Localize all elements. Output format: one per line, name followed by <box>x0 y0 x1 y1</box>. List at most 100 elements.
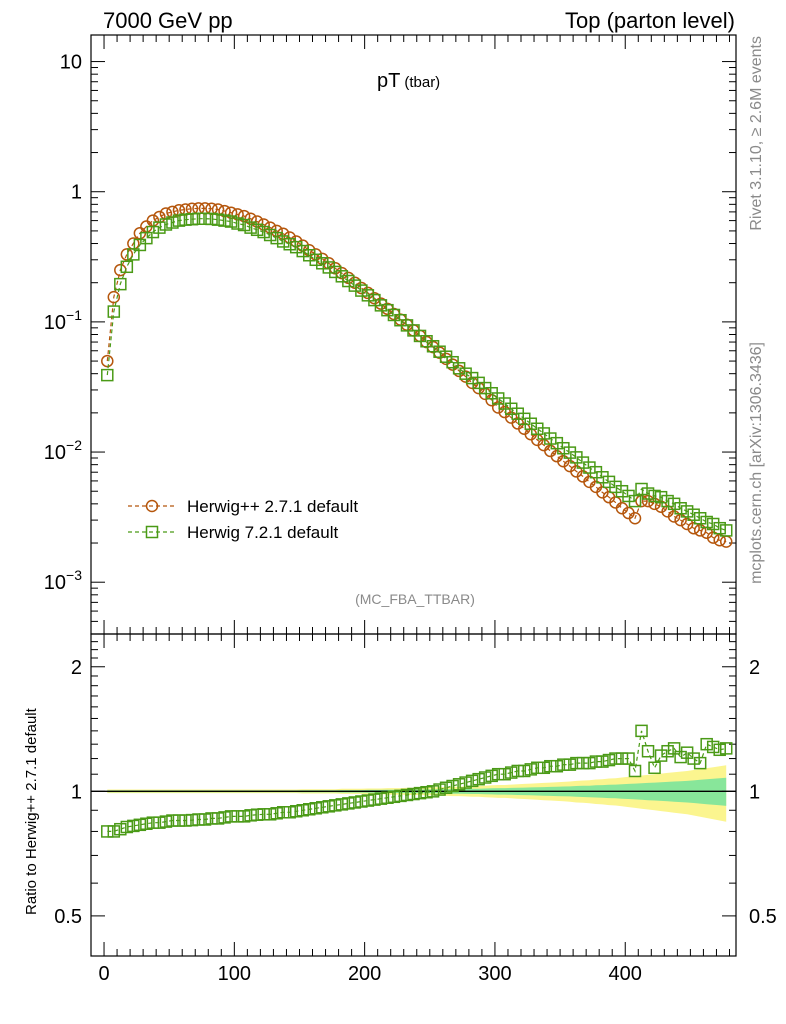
ratio-herwig7-series-point <box>120 820 134 834</box>
ratio-herwig7-series-point <box>263 808 277 821</box>
ratio-herwig7-series-point <box>491 767 505 781</box>
herwig7-series-point <box>218 214 231 227</box>
ratio-herwig7-series-point <box>674 750 687 764</box>
herwig7-series-point <box>250 223 264 237</box>
x-tick-labels: 0 100 200 300 400 <box>98 963 641 985</box>
ratio-herwig7-series-point <box>316 801 329 814</box>
ratio-herwig7-series-point <box>231 810 244 823</box>
ratio-herwig7-series-point <box>114 822 127 836</box>
x-tick-label: 0 <box>98 963 109 985</box>
ratio-herwig7-series-point <box>531 761 544 775</box>
ratio-herwig7-series-point <box>700 737 713 751</box>
ratio-herwig7-series-point <box>361 794 375 807</box>
ratio-herwig7-series-point <box>270 807 283 820</box>
ratio-herwig7-series-point <box>179 814 192 827</box>
herwigpp-series-point <box>667 510 681 523</box>
ratio-herwig7-series-point <box>563 758 577 771</box>
herwig7-series-point <box>153 221 166 234</box>
mcplots-label: mcplots.cern.ch [arXiv:1306.3436] <box>748 342 765 584</box>
legend-marker-square <box>145 525 159 539</box>
herwig7-series-point <box>114 277 127 291</box>
ratio-herwig7-series-point <box>719 742 733 755</box>
ratio-y-tick-labels-right: 0.5 1 2 <box>749 657 777 928</box>
plot-title: pT (tbar) <box>377 70 440 92</box>
herwig7-series-point <box>459 367 472 380</box>
ratio-herwig7-series-point <box>544 759 557 773</box>
ratio-herwig7-series-point <box>472 772 485 786</box>
ratio-herwig7-series-point <box>550 759 564 773</box>
ratio-herwig7-series-point <box>342 797 355 810</box>
legend-label-herwigpp: Herwig++ 2.7.1 default <box>187 497 358 516</box>
ratio-herwig7-series-point <box>628 764 642 778</box>
herwigpp-series-point <box>283 231 296 244</box>
ratio-herwig7-series-point <box>452 778 466 791</box>
ratio-herwig7-series-point <box>192 813 205 826</box>
ratio-herwig7-series-point <box>289 805 303 818</box>
herwigpp-series-point <box>628 511 642 525</box>
herwig7-series-point <box>257 225 270 239</box>
ratio-herwig7-series-point <box>166 814 179 827</box>
ratio-herwig7-series-point <box>465 774 479 788</box>
herwig7-series-point <box>159 218 173 231</box>
header-left: 7000 GeV pp <box>103 8 233 33</box>
ratio-herwig7-series-point <box>446 779 459 793</box>
herwig7-series-point <box>719 524 733 537</box>
herwig7-series-point <box>654 490 668 504</box>
legend-marker-circle <box>145 499 159 513</box>
herwig7-series-point <box>276 235 290 248</box>
ratio-herwig7-series-point <box>576 756 590 770</box>
ratio-herwig7-series-point <box>198 813 212 826</box>
ratio-herwig7-series-point <box>687 752 700 765</box>
ratio-herwig7-series-point <box>596 755 609 768</box>
ratio-herwig7-series-point <box>485 769 498 783</box>
herwig7-series-point <box>237 218 251 232</box>
main-y-tick-label: 10−1 <box>44 307 82 334</box>
ratio-herwig7-series-point <box>459 776 472 789</box>
ratio-herwig7-series-point <box>589 755 603 768</box>
ratio-herwig7-series-point <box>713 743 726 757</box>
ratio-herwig7-series-point <box>609 752 622 765</box>
herwigpp-series-point <box>680 517 694 531</box>
herwig7-series-point <box>322 261 336 274</box>
herwig7-series-line <box>106 218 727 531</box>
analysis-watermark: (MC_FBA_TTBAR) <box>355 591 475 607</box>
herwig7-series-point <box>329 265 342 279</box>
ratio-herwig7-series-point <box>622 752 635 765</box>
herwig7-series-point <box>263 228 277 242</box>
legend-entry-herwigpp: Herwig++ 2.7.1 default <box>128 497 358 516</box>
herwig7-series-point <box>693 511 707 525</box>
ratio-herwig7-series-point <box>426 785 440 798</box>
herwig7-series-point <box>648 489 661 503</box>
main-y-tick-labels: 10 1 10−1 10−2 10−3 <box>44 52 82 595</box>
ratio-herwig7-series-point <box>413 786 427 800</box>
ratio-herwig7-series-point <box>498 767 511 781</box>
herwigpp-series-point <box>270 224 283 238</box>
herwig7-series-point <box>120 260 134 274</box>
ratio-herwig7-series-point <box>159 815 173 828</box>
ratio-herwig7-series-point <box>185 813 199 827</box>
ratio-herwig7-series-point <box>524 763 538 776</box>
herwigpp-series-point <box>706 531 720 544</box>
herwig7-series-point <box>296 244 309 258</box>
ratio-herwig7-series-point <box>250 808 264 821</box>
ratio-herwig7-series-point <box>387 790 401 804</box>
rivet-version-label: Rivet 3.1.10, ≥ 2.6M events <box>748 36 765 231</box>
herwig7-series-point <box>283 237 296 251</box>
herwigpp-series-point <box>237 209 251 223</box>
legend-entry-herwig7: Herwig 7.2.1 default <box>128 523 338 542</box>
herwigpp-series-point <box>713 534 726 547</box>
herwigpp-series-point <box>146 214 160 227</box>
herwig7-series-point <box>583 461 596 474</box>
herwig7-series-point <box>205 212 218 226</box>
herwigpp-series-point <box>224 206 238 219</box>
main-panel-frame <box>90 34 737 635</box>
ratio-herwig7-series-point <box>394 789 407 803</box>
herwig7-series-point <box>166 216 179 229</box>
herwig7-series-point <box>107 305 121 318</box>
ratio-panel-frame <box>90 633 737 957</box>
legend: Herwig++ 2.7.1 default Herwig 7.2.1 defa… <box>128 497 358 542</box>
ratio-herwig7-series-point <box>635 724 648 738</box>
ratio-herwig7-series-point <box>407 787 420 801</box>
herwig7-series-point <box>127 248 140 261</box>
herwig7-series-point <box>557 441 570 455</box>
